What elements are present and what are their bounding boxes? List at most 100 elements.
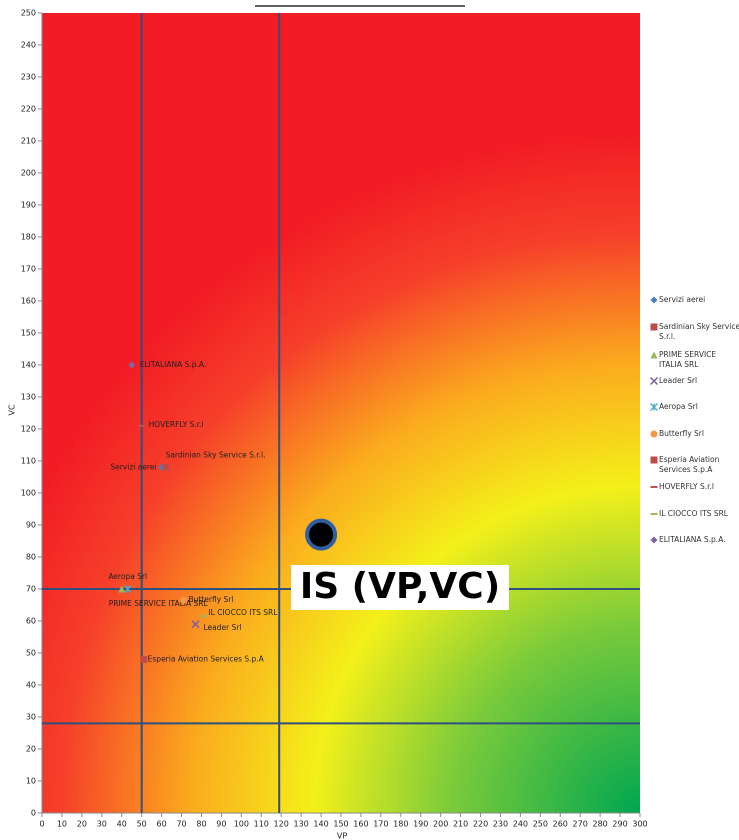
y-tick-label: 70 <box>26 585 36 594</box>
y-tick-label: 250 <box>21 9 36 18</box>
legend-label: Sardinian Sky Service S.r.l. <box>659 322 739 341</box>
x-tick-label: 180 <box>393 820 408 829</box>
x-tick-label: 10 <box>57 820 67 829</box>
point <box>128 361 136 369</box>
y-tick-label: 170 <box>21 265 36 274</box>
legend-marker <box>650 430 658 438</box>
y-tick-label: 240 <box>21 41 36 50</box>
y-axis-label: VC <box>8 404 17 415</box>
x-tick-label: 110 <box>254 820 269 829</box>
y-tick-label: 110 <box>21 457 36 466</box>
legend-marker <box>649 376 659 386</box>
plot-background <box>42 13 640 813</box>
annotation-point <box>305 518 338 551</box>
x-tick-label: 270 <box>573 820 588 829</box>
x-tick-label: 150 <box>333 820 348 829</box>
point-label: Sardinian Sky Service S.r.l. <box>166 450 266 459</box>
x-tick-label: 90 <box>216 820 226 829</box>
legend-marker <box>650 351 658 359</box>
legend-label: PRIME SERVICE ITALIA SRL <box>659 350 717 369</box>
legend-label: Servizi aerei <box>659 295 706 304</box>
x-tick-label: 140 <box>313 820 328 829</box>
y-tick-label: 160 <box>21 297 36 306</box>
point <box>162 463 170 471</box>
y-tick-label: 40 <box>26 681 36 690</box>
legend-label: Aeropa Srl <box>659 402 698 411</box>
point <box>123 585 132 593</box>
point-label: Butterfly Srl <box>189 595 234 604</box>
x-tick-label: 0 <box>39 820 44 829</box>
x-tick-label: 280 <box>592 820 607 829</box>
y-tick-label: 150 <box>21 329 36 338</box>
y-tick-label: 220 <box>21 105 36 114</box>
x-tick-label: 220 <box>473 820 488 829</box>
x-tick-label: 60 <box>157 820 167 829</box>
x-tick-label: 100 <box>234 820 249 829</box>
y-tick-label: 180 <box>21 233 36 242</box>
x-tick-label: 250 <box>533 820 548 829</box>
legend-label: ELITALIANA S.p.A. <box>659 535 726 544</box>
legend-label: Butterfly Srl <box>659 429 704 438</box>
x-tick-label: 170 <box>373 820 388 829</box>
point <box>118 585 126 593</box>
y-tick-label: 230 <box>21 73 36 82</box>
legend-label: Esperia Aviation Services S.p.A <box>659 455 720 474</box>
point-label: PRIME SERVICE ITALIA SRL <box>109 599 209 608</box>
point-label: ELITALIANA S.p.A. <box>140 360 207 369</box>
x-tick-label: 300 <box>632 820 647 829</box>
legend-marker <box>650 403 658 411</box>
point-label: Servizi aerei <box>110 462 156 471</box>
y-tick-label: 200 <box>21 169 36 178</box>
x-tick-label: 190 <box>413 820 428 829</box>
x-tick-label: 20 <box>77 820 87 829</box>
annotation-box <box>291 565 509 610</box>
legend-label: Leader Srl <box>659 376 698 385</box>
y-tick-label: 50 <box>26 649 36 658</box>
point-label: Esperia Aviation Services S.p.A <box>148 654 265 663</box>
point <box>191 620 200 629</box>
x-axis-label: VP <box>337 832 347 840</box>
x-tick-label: 70 <box>176 820 186 829</box>
x-tick-label: 40 <box>117 820 127 829</box>
legend-marker <box>650 536 658 544</box>
legend-marker <box>650 513 658 515</box>
y-tick-label: 130 <box>21 393 36 402</box>
legend-label: HOVERFLY S.r.l <box>659 482 714 491</box>
y-tick-label: 0 <box>31 809 36 818</box>
y-tick-label: 10 <box>26 777 36 786</box>
point-label: HOVERFLY S.r.l <box>149 420 204 429</box>
legend-marker <box>650 323 658 331</box>
point-label: Leader Srl <box>203 623 241 632</box>
y-tick-label: 120 <box>21 425 36 434</box>
x-tick-label: 80 <box>196 820 206 829</box>
legend-label: IL CIOCCO ITS SRL <box>659 509 728 518</box>
y-tick-label: 90 <box>26 521 36 530</box>
point <box>180 596 188 604</box>
x-tick-label: 230 <box>493 820 508 829</box>
legend-marker <box>650 456 658 464</box>
x-tick-label: 130 <box>293 820 308 829</box>
legend-marker <box>650 486 658 488</box>
x-tick-label: 200 <box>433 820 448 829</box>
x-tick-label: 50 <box>137 820 147 829</box>
x-tick-label: 240 <box>513 820 528 829</box>
y-tick-label: 20 <box>26 745 36 754</box>
x-tick-label: 160 <box>353 820 368 829</box>
x-tick-label: 260 <box>553 820 568 829</box>
y-tick-label: 100 <box>21 489 36 498</box>
y-tick-label: 140 <box>21 361 36 370</box>
y-tick-label: 80 <box>26 553 36 562</box>
point-label: IL CIOCCO ITS SRL <box>208 608 278 617</box>
x-tick-label: 210 <box>453 820 468 829</box>
annotation-text: IS (VP,VC) <box>300 566 500 607</box>
point <box>199 615 207 618</box>
x-tick-label: 290 <box>612 820 627 829</box>
x-tick-label: 120 <box>274 820 289 829</box>
y-tick-label: 190 <box>21 201 36 210</box>
y-tick-label: 210 <box>21 137 36 146</box>
point <box>140 655 148 663</box>
point-label: Aeropa Srl <box>108 572 147 581</box>
y-tick-label: 30 <box>26 713 36 722</box>
